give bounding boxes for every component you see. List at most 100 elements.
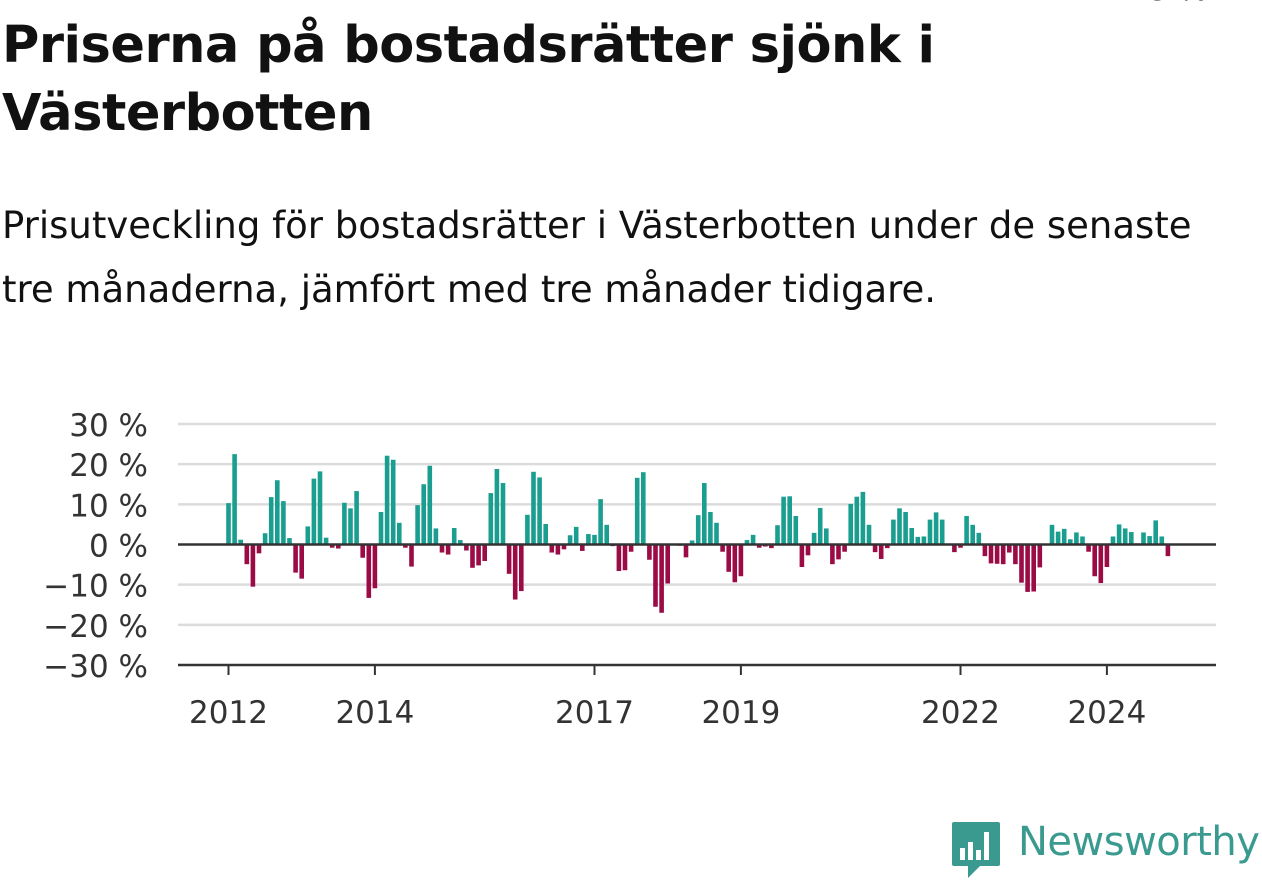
- bar: [628, 544, 634, 552]
- bar: [641, 472, 646, 545]
- bar: [1055, 531, 1061, 545]
- bar: [878, 544, 884, 559]
- bar: [970, 524, 975, 545]
- y-tick-label: 30 %: [69, 408, 148, 444]
- bar: [830, 544, 835, 565]
- newsworthy-logo-icon: [952, 822, 1000, 878]
- bars: [226, 454, 1171, 613]
- bar: [872, 544, 878, 553]
- x-tick-label: 2014: [335, 695, 414, 731]
- bar: [464, 544, 469, 551]
- chart-subtitle: Prisutveckling för bostadsrätter i Väste…: [2, 204, 1192, 311]
- gridlines: [178, 422, 1216, 627]
- bar: [1116, 524, 1122, 545]
- bar: [952, 544, 957, 553]
- bar: [1074, 532, 1079, 545]
- brand-name: Newsworthy: [1018, 819, 1260, 865]
- bar: [342, 502, 347, 545]
- bar: [958, 544, 963, 548]
- bar: [323, 537, 329, 545]
- bar: [634, 477, 640, 545]
- bar: [348, 508, 353, 545]
- bar: [683, 544, 689, 558]
- bar: [470, 544, 475, 568]
- bar: [842, 544, 847, 552]
- bar: [1147, 536, 1152, 545]
- bar: [415, 505, 420, 545]
- bar: [287, 538, 292, 545]
- y-tick-label: −30 %: [43, 649, 148, 685]
- bar: [549, 544, 555, 553]
- bar: [1098, 544, 1104, 584]
- bar: [299, 544, 304, 579]
- bar: [775, 525, 780, 545]
- bar: [702, 483, 707, 545]
- bar: [897, 508, 902, 545]
- bar: [488, 493, 494, 545]
- bar: [543, 524, 548, 545]
- bar: [616, 544, 622, 572]
- bar: [512, 544, 518, 600]
- bar: [519, 544, 524, 592]
- bar: [1061, 528, 1067, 545]
- bar: [573, 526, 579, 545]
- bar: [354, 491, 359, 545]
- bar: [860, 491, 866, 545]
- bar: [1141, 532, 1146, 545]
- bar: [939, 519, 945, 545]
- bar: [799, 544, 805, 567]
- bar: [903, 511, 908, 545]
- bar: [268, 497, 274, 545]
- bar: [1110, 536, 1116, 545]
- bar: [427, 465, 433, 545]
- bar: [714, 522, 719, 545]
- bar: [695, 515, 701, 545]
- bar: [824, 528, 829, 545]
- bar: [360, 544, 365, 558]
- bar: [1000, 544, 1006, 565]
- bar: [1104, 544, 1110, 567]
- bar: [537, 477, 542, 545]
- bar: [805, 544, 811, 556]
- bar: [1037, 544, 1043, 568]
- y-tick-label: −20 %: [43, 609, 148, 645]
- bar: [250, 544, 256, 587]
- bar: [1129, 532, 1134, 545]
- bar: [458, 540, 463, 545]
- bar: [604, 524, 609, 545]
- bar: [1068, 539, 1073, 545]
- bar: [927, 519, 933, 545]
- bar: [275, 480, 280, 545]
- bar: [232, 454, 237, 545]
- bar: [305, 526, 311, 545]
- bar: [659, 544, 664, 613]
- bar: [451, 528, 457, 545]
- bar: [811, 532, 817, 545]
- bar: [238, 539, 243, 545]
- bar: [1086, 544, 1091, 552]
- last-value-label: −3 %: [1123, 0, 1208, 8]
- bar: [848, 503, 853, 545]
- bar: [317, 471, 323, 545]
- bar: [732, 544, 738, 583]
- bar: [720, 544, 725, 552]
- bar: [622, 544, 628, 571]
- x-tick-label: 2022: [921, 695, 1000, 731]
- bar: [915, 536, 921, 545]
- bar: [244, 544, 250, 565]
- bar: [336, 544, 341, 549]
- bar: [854, 496, 860, 545]
- bar: [482, 544, 487, 561]
- bar: [439, 544, 445, 553]
- bar: [1092, 544, 1097, 577]
- bar: [988, 544, 994, 564]
- bar: [445, 544, 451, 555]
- bar: [409, 544, 414, 567]
- newsworthy-logo: Newsworthy: [950, 816, 1260, 880]
- bar: [226, 503, 231, 545]
- bar: [476, 544, 481, 566]
- bar: [817, 507, 823, 545]
- bar: [836, 544, 841, 560]
- bar: [1122, 528, 1128, 545]
- bar-chart: 30 % 20 % 10 % 0 % −10 % −20 % −30 % 2012 2014 20…: [43, 0, 1216, 731]
